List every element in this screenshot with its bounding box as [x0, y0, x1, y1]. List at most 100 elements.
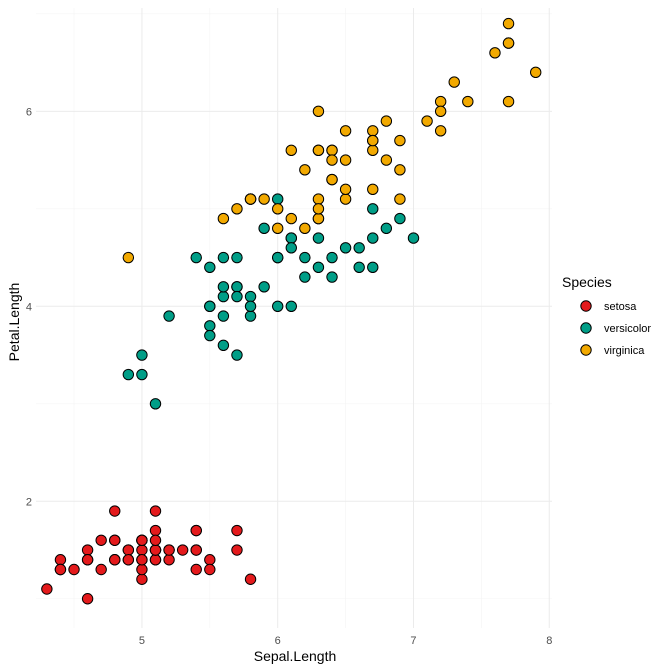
y-axis-title: Petal.Length — [6, 283, 22, 362]
data-point-virginica — [258, 193, 270, 205]
data-point-setosa — [244, 573, 257, 585]
data-point-virginica — [312, 193, 325, 205]
data-point-setosa — [109, 534, 121, 546]
data-point-versicolor — [190, 251, 202, 264]
data-point-versicolor — [312, 261, 325, 274]
data-point-setosa — [54, 554, 67, 566]
data-point-setosa — [204, 554, 216, 566]
legend: Species setosa versicolor virginica — [562, 274, 651, 357]
y-tick-label: 6 — [26, 106, 32, 118]
data-point-setosa — [136, 544, 148, 556]
data-point-versicolor — [258, 222, 270, 235]
data-point-versicolor — [244, 300, 257, 313]
data-point-versicolor — [380, 222, 393, 235]
data-point-setosa — [54, 563, 67, 576]
data-point-versicolor — [353, 261, 365, 274]
data-point-virginica — [122, 251, 135, 264]
data-point-virginica — [326, 154, 338, 166]
data-point-virginica — [394, 164, 406, 176]
data-point-versicolor — [407, 232, 420, 244]
y-tick-label: 2 — [26, 496, 32, 508]
data-point-virginica — [462, 95, 474, 108]
data-point-virginica — [312, 144, 325, 157]
data-point-virginica — [421, 115, 433, 127]
data-point-virginica — [312, 105, 325, 118]
data-point-virginica — [448, 76, 460, 88]
data-point-virginica — [489, 47, 501, 59]
data-point-versicolor — [204, 320, 216, 332]
data-point-virginica — [367, 134, 379, 147]
data-point-versicolor — [353, 242, 365, 254]
data-point-setosa — [149, 554, 162, 566]
data-point-virginica — [272, 222, 284, 235]
data-point-versicolor — [285, 242, 297, 254]
data-point-versicolor — [367, 261, 379, 274]
data-point-virginica — [434, 125, 447, 137]
data-point-versicolor — [217, 281, 230, 293]
data-point-setosa — [190, 524, 202, 537]
data-point-virginica — [326, 173, 338, 186]
data-point-setosa — [190, 563, 202, 576]
data-point-setosa — [149, 505, 162, 517]
data-point-versicolor — [394, 212, 406, 225]
data-point-virginica — [367, 144, 379, 157]
data-point-versicolor — [244, 310, 257, 322]
data-point-versicolor — [217, 310, 230, 322]
data-point-setosa — [190, 544, 202, 556]
data-point-virginica — [339, 183, 352, 196]
legend-label-virginica: virginica — [604, 345, 645, 357]
legend-items: setosa versicolor virginica — [580, 300, 651, 357]
data-point-virginica — [217, 212, 230, 225]
x-tick-label: 8 — [546, 635, 552, 647]
data-point-virginica — [312, 212, 325, 225]
data-point-setosa — [122, 554, 135, 566]
data-point-setosa — [95, 563, 107, 576]
data-point-versicolor — [217, 251, 230, 264]
data-point-versicolor — [231, 281, 243, 293]
data-point-versicolor — [367, 203, 379, 215]
data-point-versicolor — [204, 329, 216, 342]
data-point-virginica — [299, 222, 311, 235]
data-point-setosa — [109, 554, 121, 566]
data-point-setosa — [95, 534, 107, 546]
x-axis-ticks: 5 6 7 8 — [139, 635, 552, 647]
data-point-versicolor — [299, 251, 311, 264]
data-point-versicolor — [204, 261, 216, 274]
data-point-virginica — [244, 193, 257, 205]
data-point-versicolor — [231, 251, 243, 264]
data-point-versicolor — [312, 232, 325, 244]
data-point-virginica — [502, 17, 515, 30]
data-point-virginica — [380, 115, 393, 127]
data-point-virginica — [434, 95, 447, 108]
data-point-versicolor — [217, 290, 230, 303]
data-point-setosa — [231, 544, 243, 556]
legend-key-virginica — [580, 344, 592, 356]
data-point-virginica — [272, 203, 284, 215]
data-point-setosa — [136, 554, 148, 566]
data-point-versicolor — [272, 251, 284, 264]
data-point-virginica — [326, 144, 338, 157]
data-point-versicolor — [149, 398, 162, 410]
data-point-versicolor — [272, 300, 284, 313]
legend-label-setosa: setosa — [604, 301, 637, 313]
data-point-setosa — [136, 573, 148, 585]
legend-title: Species — [562, 274, 612, 290]
data-point-versicolor — [326, 251, 338, 264]
data-point-virginica — [367, 125, 379, 137]
data-point-setosa — [81, 544, 94, 556]
x-tick-label: 6 — [275, 635, 281, 647]
data-point-virginica — [502, 37, 515, 49]
x-tick-label: 7 — [410, 635, 416, 647]
y-axis-ticks: 2 4 6 — [26, 106, 32, 508]
data-point-setosa — [149, 524, 162, 537]
data-point-setosa — [68, 563, 80, 576]
y-tick-label: 4 — [26, 301, 32, 313]
data-point-virginica — [434, 105, 447, 118]
data-point-virginica — [285, 212, 297, 225]
data-point-virginica — [231, 203, 243, 215]
data-point-setosa — [149, 534, 162, 546]
data-point-virginica — [339, 154, 352, 166]
data-point-versicolor — [285, 300, 297, 313]
data-point-versicolor — [326, 271, 338, 283]
legend-key-setosa — [580, 300, 592, 312]
